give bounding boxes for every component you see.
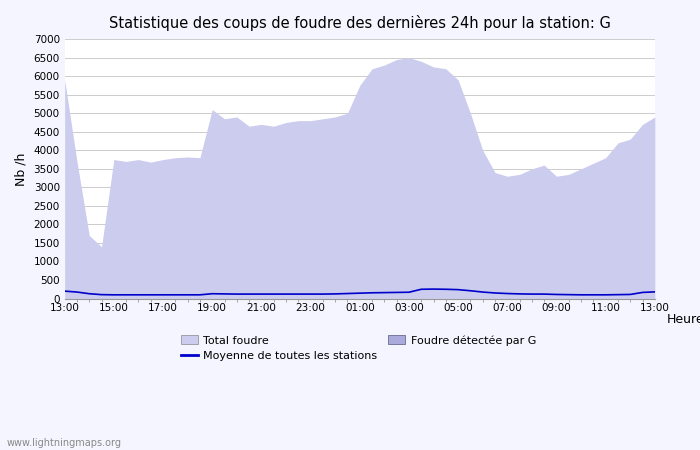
Y-axis label: Nb /h: Nb /h [15,152,28,185]
Title: Statistique des coups de foudre des dernières 24h pour la station: G: Statistique des coups de foudre des dern… [108,15,610,31]
Text: www.lightningmaps.org: www.lightningmaps.org [7,438,122,448]
Legend: Total foudre, Moyenne de toutes les stations, Foudre détectée par G: Total foudre, Moyenne de toutes les stat… [176,331,540,365]
X-axis label: Heure: Heure [666,313,700,326]
